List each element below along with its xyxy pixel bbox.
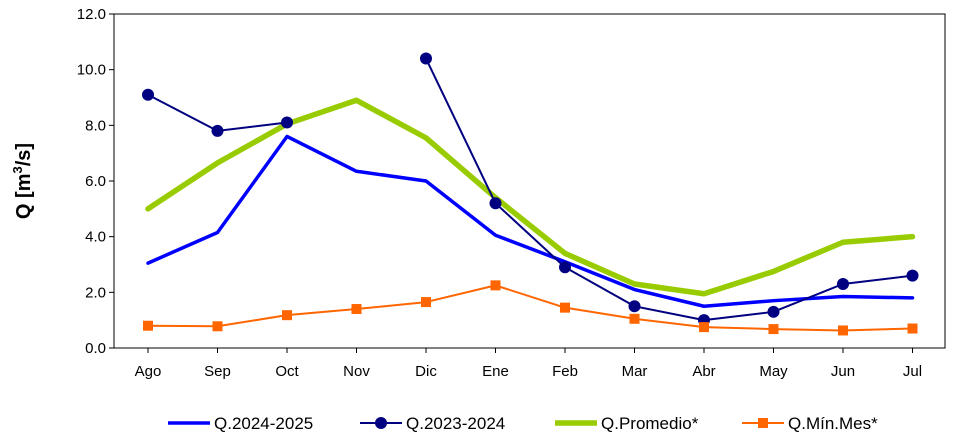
data-point [142,88,154,101]
series-line [145,97,916,297]
y-tick-label: 12.0 [77,6,106,23]
x-tick-label: Jul [903,363,922,380]
data-point [907,323,918,334]
data-point [490,280,501,291]
x-tick-label: Mar [622,363,648,380]
x-tick-label: Ago [135,363,162,380]
y-tick-label: 8.0 [85,117,106,134]
legend-item: Q.2023-2024 [360,414,505,433]
legend-label: Q.Mín.Mes* [788,414,878,433]
data-point [767,305,780,318]
series-Q.Promedio* [145,97,916,297]
legend-label: Q.2023-2024 [406,414,505,433]
series-line [146,134,915,308]
data-point [489,197,502,210]
y-axis-label-unit: /s] [13,143,35,166]
x-tick-label: Ene [482,363,509,380]
legend-item: Q.2024-2025 [168,414,313,433]
y-tick-label: 0.0 [85,340,106,357]
x-tick-label: Dic [415,363,437,380]
legend-label: Q.Promedio* [601,414,699,433]
x-tick-label: Nov [343,363,370,380]
data-point [906,269,919,282]
series-line [147,284,914,332]
data-point [837,277,849,290]
series-Q.2024-2025 [146,134,915,308]
data-point [143,320,153,331]
series-Q.2023-2024 [142,52,919,327]
data-point [838,325,848,336]
data-point [699,322,709,333]
x-tick-label: Jun [831,363,855,380]
data-point [559,261,571,274]
y-tick-label: 6.0 [85,173,106,190]
data-point [629,313,640,324]
legend-marker [375,417,387,429]
y-axis-label-main: Q [m [13,174,35,220]
data-point [560,302,570,313]
data-point [768,324,779,335]
data-point [351,304,362,315]
series-line [425,57,914,322]
data-point [421,297,431,308]
chart-legend: Q.2024-2025 Q.2023-2024 Q.Promedio* Q.Mín.M… [168,414,878,433]
y-tick-label: 10.0 [77,62,106,79]
y-tick-label: 2.0 [85,284,106,301]
x-tick-label: May [759,363,788,380]
chart-axes: 0.0 2.0 4.0 6.0 8.0 10.0 12.0 Ago Sep Oct Nov Dic En… [77,6,946,380]
chart-series-layer [142,52,919,336]
x-tick-label: Sep [204,363,231,380]
x-tick-label: Oct [275,363,299,380]
legend-item: Q.Mín.Mes* [742,414,878,433]
y-tick-label: 4.0 [85,229,106,246]
data-point [628,300,641,313]
data-point [282,310,292,321]
x-tick-label: Abr [692,363,715,380]
data-point [420,52,432,65]
data-point [281,116,293,129]
legend-item: Q.Promedio* [555,414,699,433]
data-point [212,321,223,332]
series-Q.Mín.Mes* [143,280,918,336]
legend-marker [758,418,768,428]
y-axis-label-superscript: 3 [10,166,25,173]
legend-label: Q.2024-2025 [214,414,313,433]
data-point [211,124,224,137]
y-axis-label: Q [m3/s] [10,143,35,219]
x-tick-label: Feb [552,363,578,380]
